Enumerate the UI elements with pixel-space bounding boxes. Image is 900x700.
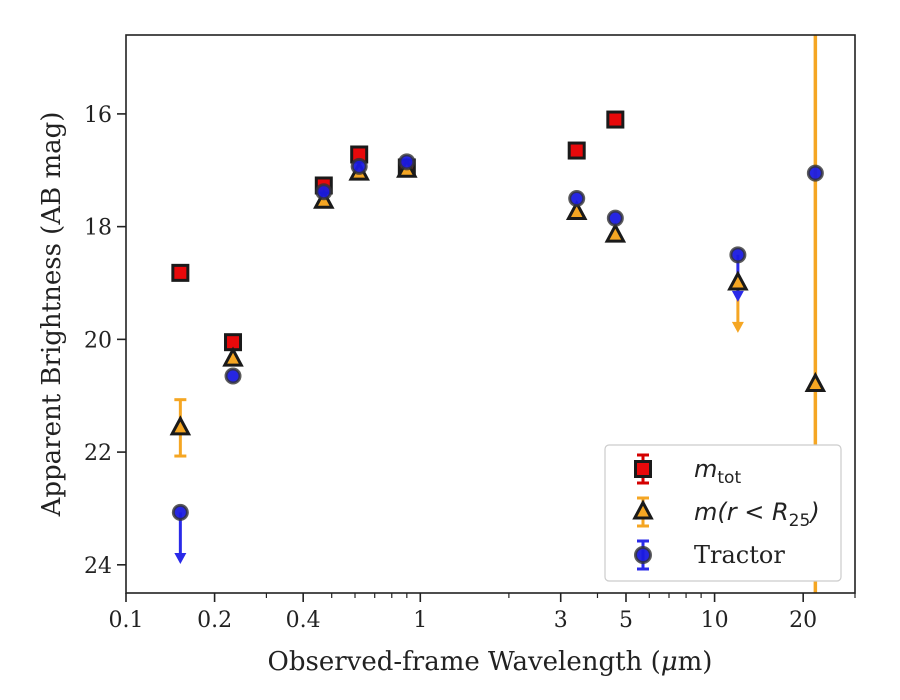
y-tick-label: 24 <box>84 554 112 579</box>
data-markers <box>169 110 827 521</box>
x-tick-label: 0.4 <box>286 608 321 633</box>
tractor-point <box>606 209 624 227</box>
tractor-point <box>350 157 368 175</box>
legend-label-mr25: m(r < R25) <box>694 498 820 531</box>
y-axis-label: Apparent Brightness (AB mag) <box>37 112 67 518</box>
tractor-point <box>171 503 189 521</box>
y-tick-label: 18 <box>84 216 112 241</box>
mr25-point <box>604 222 627 243</box>
y-tick-label: 16 <box>84 103 112 128</box>
x-tick-label: 0.2 <box>197 608 232 633</box>
legend-box <box>604 444 842 582</box>
y-tick-label: 20 <box>84 328 112 353</box>
legend-label-mtot: mtot <box>694 455 741 488</box>
x-axis-ticks: 0.1 0.2 0.4 1 3 5 10 20 <box>109 593 856 633</box>
mr25-point <box>727 270 749 291</box>
mr25-point <box>169 415 192 436</box>
x-tick-label: 3 <box>554 608 568 633</box>
mtot-point <box>567 141 586 160</box>
mr25-point <box>222 346 244 367</box>
mtot-point <box>171 263 190 282</box>
tractor-point <box>315 183 333 201</box>
tractor-point <box>398 153 416 171</box>
x-tick-label: 5 <box>619 608 633 633</box>
x-tick-label: 20 <box>789 608 817 633</box>
legend-marker-mtot <box>634 460 652 478</box>
x-tick-label: 1 <box>413 608 427 633</box>
mr25-point <box>804 371 827 392</box>
x-tick-label: 10 <box>701 608 729 633</box>
mtot-point <box>606 110 625 129</box>
x-axis-label: Observed-frame Wavelength (μm) <box>268 647 713 677</box>
plot-frame <box>125 34 856 594</box>
legend-label-tractor: Tractor <box>694 541 785 569</box>
legend-marker-tractor <box>634 546 652 564</box>
mr25-upper-limit-arrow-head <box>731 321 744 333</box>
x-tick-label: 0.1 <box>109 608 144 633</box>
tractor-upper-limit-arrow-head <box>174 553 187 564</box>
tractor-point <box>568 189 586 207</box>
legend-marker-mr25 <box>632 499 654 520</box>
tractor-point <box>806 164 824 182</box>
mr25-point <box>565 199 588 221</box>
legend: mtot m(r < R25) Tractor <box>604 444 842 582</box>
tractor-point <box>224 367 242 385</box>
tractor-upper-limit-arrow-head <box>731 290 744 302</box>
tractor-point <box>729 246 747 264</box>
y-tick-label: 22 <box>84 441 112 466</box>
y-axis-ticks: 16 18 20 22 24 <box>84 103 126 579</box>
